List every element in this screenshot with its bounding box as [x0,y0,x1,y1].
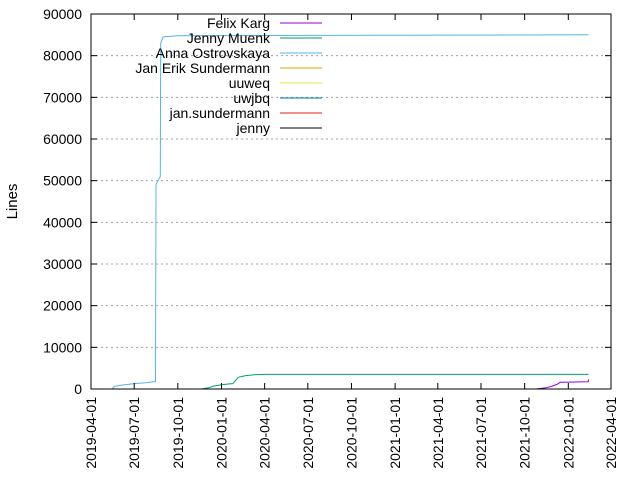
y-tick-label: 10000 [43,339,82,355]
legend-label: jan.sundermann [169,105,270,121]
legend-label: uwjbq [233,90,270,106]
y-tick-label: 80000 [43,48,82,64]
y-tick-label: 40000 [43,214,82,230]
legend-label: Felix Karg [207,15,270,31]
x-tick-label: 2020-07-01 [300,397,316,469]
x-tick-label: 2020-01-01 [213,397,229,469]
x-tick-label: 2022-01-01 [560,397,576,469]
legend-label: Jan Erik Sundermann [135,60,270,76]
x-tick-label: 2021-07-01 [473,397,489,469]
x-tick-label: 2020-04-01 [257,397,273,469]
y-tick-label: 0 [74,381,82,397]
legend-label: uuweq [229,75,270,91]
x-tick-label: 2021-04-01 [430,397,446,469]
x-tick-label: 2022-04-01 [603,397,619,469]
y-axis: 0 10000 20000 30000 40000 50000 60000 70000 8000… [43,6,611,397]
y-tick-label: 90000 [43,6,82,22]
series-line [535,379,590,390]
grid [91,55,611,348]
series-line [111,34,589,390]
y-axis-title: Lines [4,184,21,220]
series-line [201,373,589,390]
x-tick-label: 2021-10-01 [517,397,533,469]
legend-label: Jenny Muenk [187,30,271,46]
y-tick-label: 30000 [43,256,82,272]
x-tick-label: 2019-04-01 [83,397,99,469]
y-tick-label: 20000 [43,298,82,314]
x-tick-label: 2019-07-01 [126,397,142,469]
y-tick-label: 70000 [43,89,82,105]
x-tick-label: 2020-10-01 [343,397,359,469]
legend-label: Anna Ostrovskaya [156,45,271,61]
x-tick-label: 2021-01-01 [387,397,403,469]
legend-label: jenny [236,120,270,136]
series-lines [111,34,590,390]
x-axis: 2019-04-01 2019-07-01 2019-10-01 2020-01-01… [83,14,619,469]
y-tick-label: 50000 [43,173,82,189]
y-tick-label: 60000 [43,131,82,147]
x-tick-label: 2019-10-01 [170,397,186,469]
